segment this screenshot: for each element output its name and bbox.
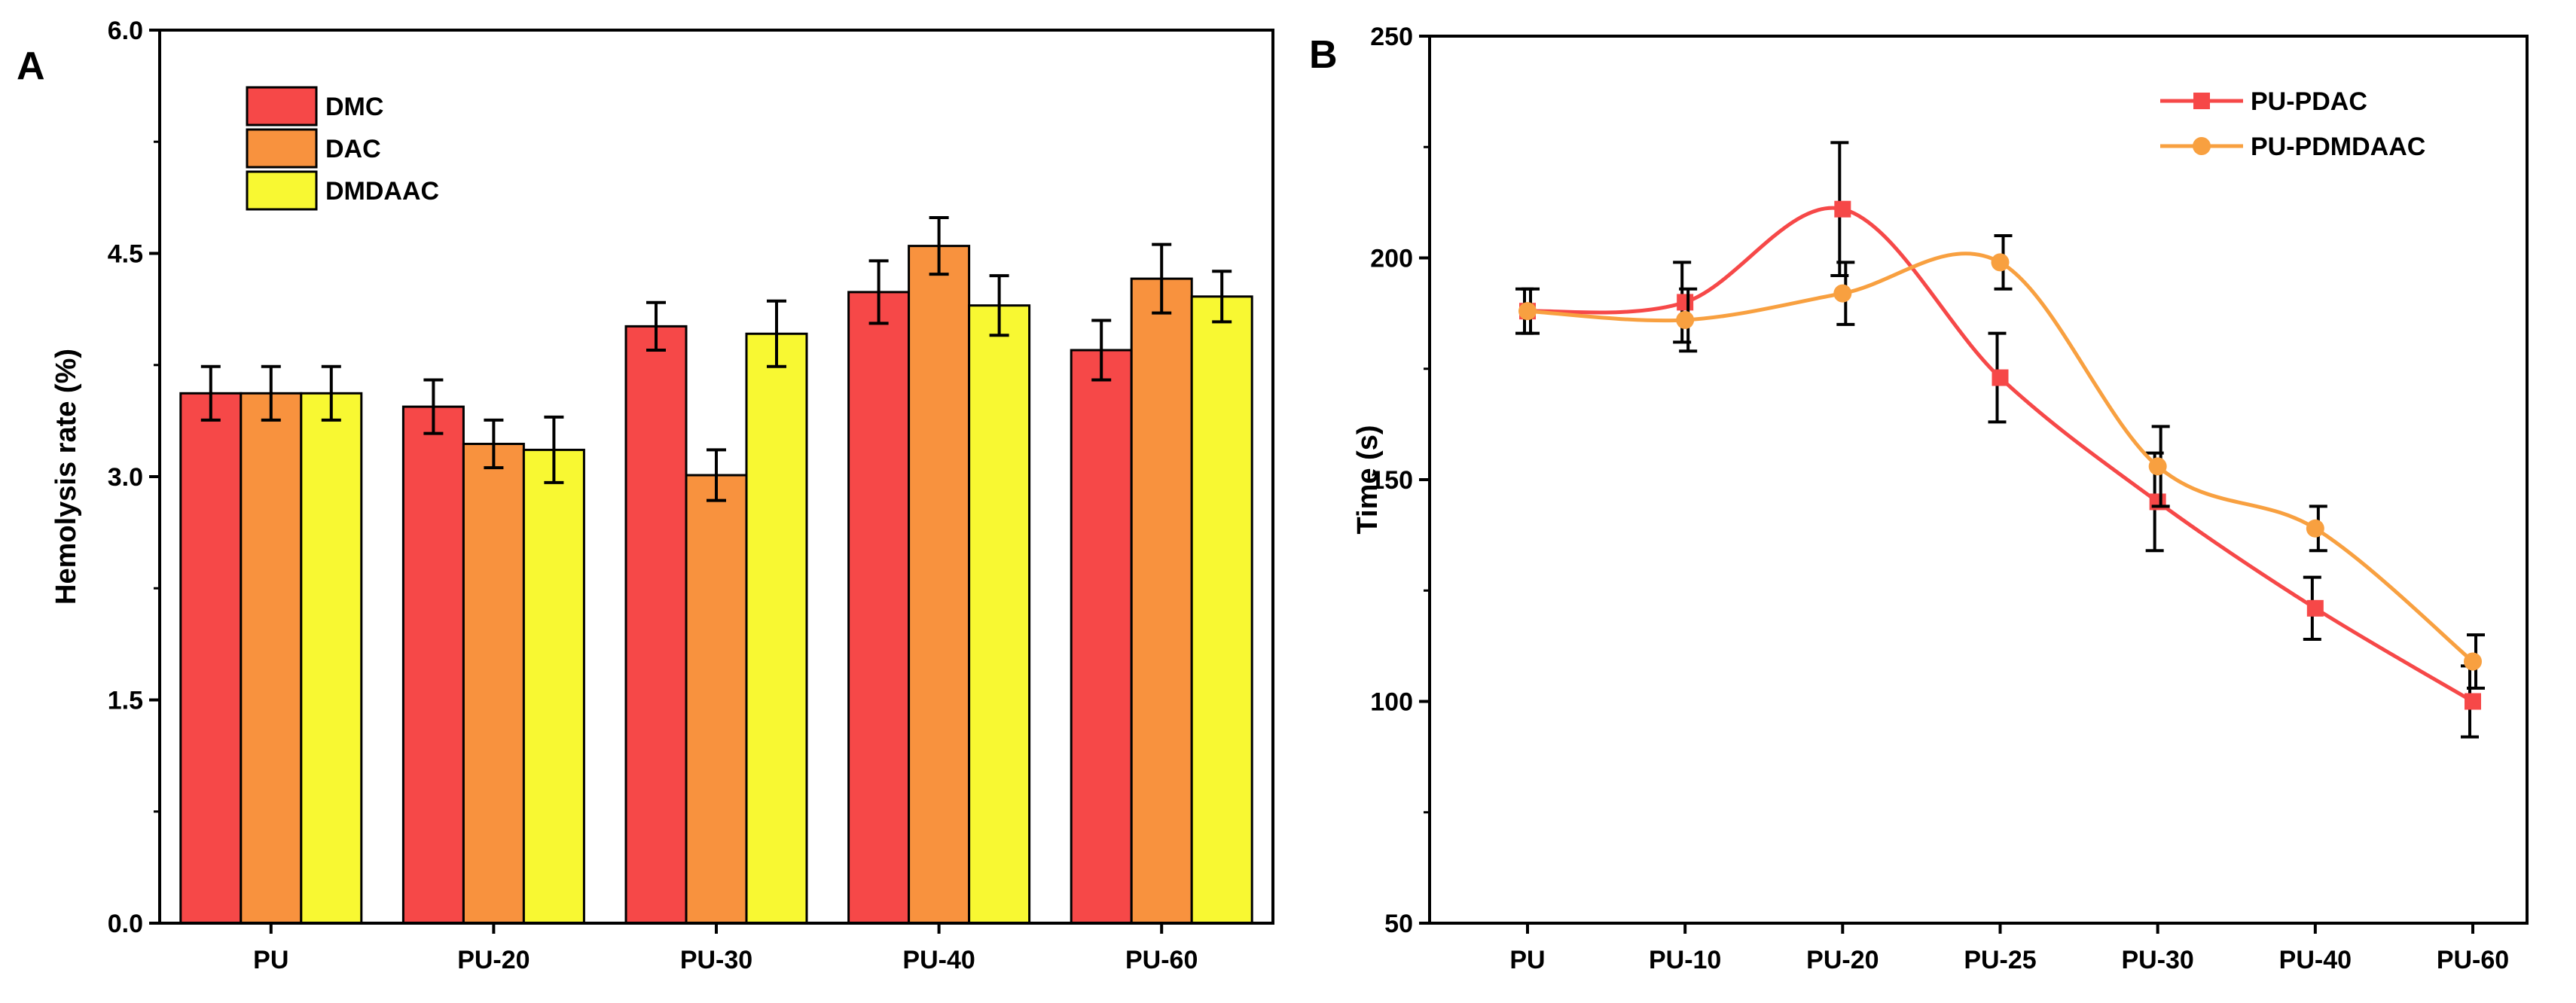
x-tick-label-a: PU-40 (902, 946, 975, 974)
y-tick-label-a: 3.0 (108, 463, 143, 492)
panel-b: B 50 100 150 200 250 PU PU-10 PU-20 PU-25 PU-30 PU-… (1309, 23, 2529, 974)
panel-label-a: A (17, 44, 45, 88)
panel-label-b: B (1309, 33, 1338, 77)
y-axis-title-a: Hemolysis rate (%) (50, 349, 82, 605)
series-line-pu-pdmdaac (1527, 252, 2474, 663)
marker-pu-pdac (1677, 294, 1694, 311)
x-tick-label-b: PU-25 (1964, 946, 2036, 974)
legend-label-dmdaac: DMDAAC (325, 177, 439, 206)
x-tick-label-a: PU-30 (680, 946, 752, 974)
legend-marker-pu-pdmdaac (2193, 137, 2211, 155)
y-tick-label-b: 150 (1370, 466, 1413, 495)
legend-label-dmc: DMC (325, 93, 383, 121)
y-tick-label-a: 4.5 (108, 240, 143, 269)
y-tick-label-b: 100 (1370, 688, 1413, 717)
bar-dac-pu-20 (462, 443, 525, 925)
y-tick-label-a: 1.5 (108, 687, 143, 715)
bar-dmdaac-pu (300, 392, 363, 925)
bar-dac-pu-30 (685, 474, 748, 925)
bar-dac-pu-60 (1130, 277, 1193, 925)
marker-pu-pdac (2465, 693, 2481, 710)
marker-pu-pdac (1992, 369, 2009, 386)
bar-dac-pu (240, 392, 303, 925)
marker-pu-pdmdaac (1833, 284, 1852, 303)
y-tick-label-a: 0.0 (108, 910, 143, 938)
x-tick-label-b: PU-40 (2279, 946, 2352, 974)
bar-dac-pu-40 (908, 245, 971, 925)
legend-label-pu-pdac: PU-PDAC (2251, 87, 2367, 116)
legend-swatch-dmc (246, 86, 318, 127)
x-tick-label-b: PU-20 (1806, 946, 1879, 974)
x-tick-label-b: PU (1509, 946, 1545, 974)
y-tick-label-b: 200 (1370, 245, 1413, 273)
legend-label-dac: DAC (325, 135, 381, 163)
marker-pu-pdmdaac (2148, 457, 2167, 476)
x-tick-label-a: PU-60 (1125, 946, 1198, 974)
marker-pu-pdmdaac (2464, 652, 2482, 671)
y-tick-label-a: 6.0 (108, 17, 143, 45)
panel-a: A 0.0 1.5 3.0 4.5 6.0 PU PU-20 PU-30 PU-40 PU-60 He… (17, 17, 1274, 974)
plot-frame-b (1428, 35, 2529, 925)
bar-dmc-pu-30 (624, 325, 688, 925)
bar-dmc-pu-60 (1070, 349, 1133, 925)
x-tick-label-b: PU-60 (2437, 946, 2509, 974)
marker-pu-pdmdaac (1991, 253, 2010, 272)
marker-pu-pdmdaac (2306, 519, 2324, 538)
marker-pu-pdmdaac (1518, 302, 1537, 321)
bar-dmc-pu-40 (847, 291, 911, 925)
x-tick-label-a: PU (253, 946, 288, 974)
marker-pu-pdmdaac (1676, 310, 1695, 329)
y-tick-label-b: 250 (1370, 23, 1413, 51)
bar-dmdaac-pu-60 (1190, 295, 1253, 925)
bar-dmdaac-pu-30 (745, 332, 808, 925)
legend-label-pu-pdmdaac: PU-PDMDAAC (2251, 133, 2425, 161)
y-tick-label-b: 50 (1384, 910, 1413, 938)
bar-dmdaac-pu-40 (968, 304, 1031, 925)
x-tick-label-a: PU-20 (457, 946, 530, 974)
x-tick-label-b: PU-10 (1649, 946, 1721, 974)
plot-frame-a (158, 29, 1274, 925)
bar-dmdaac-pu-20 (522, 448, 585, 925)
y-axis-title-b: Time (s) (1352, 425, 1384, 534)
legend-swatch-dmdaac (246, 170, 318, 211)
x-tick-label-b: PU-30 (2121, 946, 2193, 974)
legend-swatch-dac (246, 128, 318, 169)
series-line-pu-pdac (1527, 206, 2474, 703)
bar-dmc-pu-20 (401, 405, 465, 925)
bar-dmc-pu (179, 392, 243, 925)
legend-marker-pu-pdac (2193, 93, 2210, 109)
marker-pu-pdac (1834, 200, 1851, 218)
marker-pu-pdac (2306, 599, 2324, 617)
